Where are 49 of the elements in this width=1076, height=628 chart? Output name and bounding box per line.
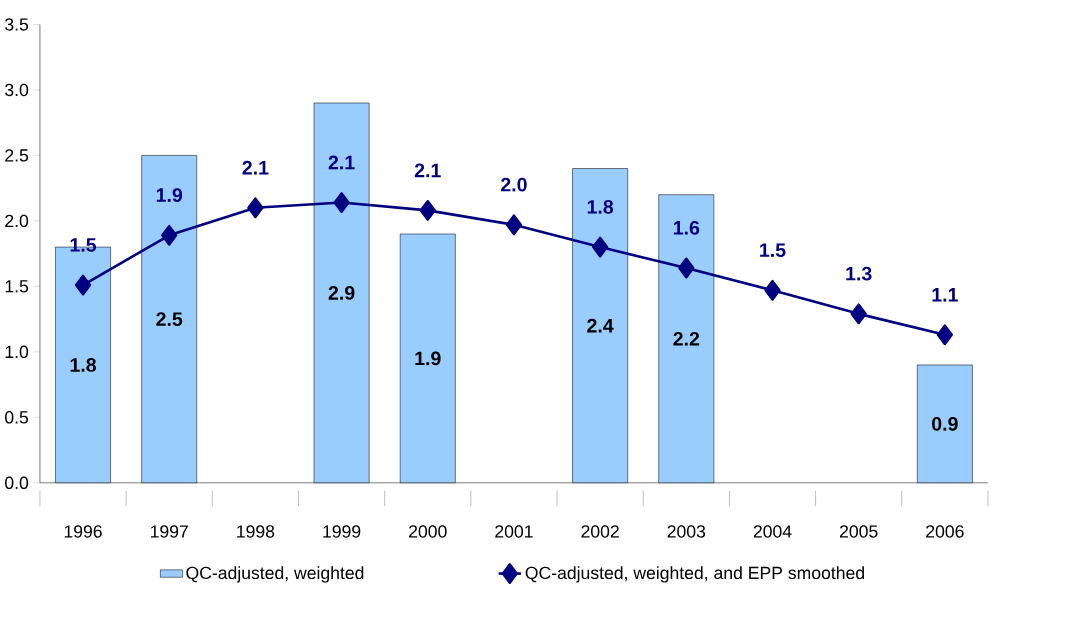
x-tick-label: 1998 xyxy=(237,525,275,538)
x-tick-label: 2002 xyxy=(581,525,619,538)
data-label: 1.1 xyxy=(932,287,958,302)
data-label: 1.8 xyxy=(587,199,614,214)
data-label: 0.9 xyxy=(932,416,958,431)
data-label: 2.0 xyxy=(501,177,527,192)
data-label: 1.3 xyxy=(846,266,872,281)
data-label: 2.9 xyxy=(328,285,355,300)
data-label: 1.9 xyxy=(415,351,441,366)
x-tick-label: 2000 xyxy=(409,525,447,538)
y-tick-label: 3.5 xyxy=(5,18,29,31)
point xyxy=(74,274,92,296)
data-label: 2.1 xyxy=(414,163,441,177)
x-tick-label: 2001 xyxy=(495,525,533,538)
data-label: 2.4 xyxy=(587,318,614,333)
point xyxy=(419,199,436,221)
x-tick-label: 1996 xyxy=(64,525,102,538)
point xyxy=(678,257,695,279)
point xyxy=(850,303,867,325)
x-tick-label: 2004 xyxy=(753,525,792,538)
x-tick-label: 2003 xyxy=(667,525,706,538)
point xyxy=(161,224,178,246)
point xyxy=(936,324,953,346)
data-label: 2.1 xyxy=(242,160,269,175)
y-tick-label: 2.5 xyxy=(5,148,29,162)
x-tick-label: 2005 xyxy=(839,525,878,538)
point xyxy=(247,197,264,219)
data-label: 1.5 xyxy=(760,243,786,257)
data-label: 2.5 xyxy=(156,311,183,326)
y-tick-label: 1.0 xyxy=(5,345,29,358)
y-tick-label: 0.0 xyxy=(5,476,29,489)
data-label: 1.6 xyxy=(673,220,700,235)
data-label: 1.8 xyxy=(70,357,96,372)
x-tick-label: 1999 xyxy=(323,525,361,538)
data-label: 1.9 xyxy=(156,187,183,202)
x-tick-label: 2006 xyxy=(926,525,964,538)
y-tick-label: 2.0 xyxy=(5,214,29,227)
x-tick-label: 1997 xyxy=(150,525,188,538)
y-tick-label: 1.5 xyxy=(5,280,29,293)
y-tick-label: 3.0 xyxy=(5,83,29,96)
point xyxy=(333,191,350,213)
point xyxy=(505,214,523,236)
data-label: 2.2 xyxy=(673,331,700,346)
data-label: 2.1 xyxy=(328,155,355,170)
y-tick-label: 0.5 xyxy=(5,410,29,424)
legend-label: QC-adjusted, weighted, and EPP smoothed xyxy=(525,565,864,583)
legend-label: QC-adjusted, weighted xyxy=(186,565,364,583)
point xyxy=(764,279,781,301)
point xyxy=(591,236,609,258)
